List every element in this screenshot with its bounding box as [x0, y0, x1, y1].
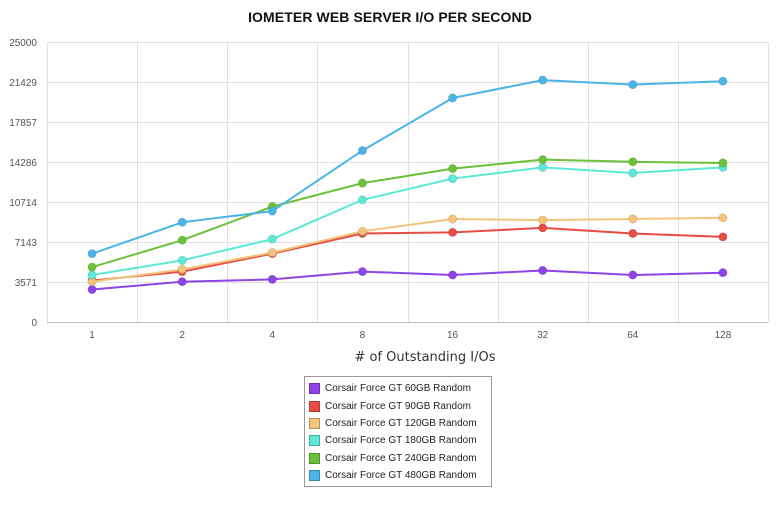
data-point[interactable]: [718, 268, 728, 278]
legend-label: Corsair Force GT 480GB Random: [325, 470, 477, 482]
data-point[interactable]: [718, 213, 728, 223]
series-line: [91, 166, 723, 276]
legend-item[interactable]: Corsair Force GT 480GB Random: [309, 467, 487, 484]
legend-item[interactable]: Corsair Force GT 120GB Random: [309, 415, 487, 432]
series-line: [91, 79, 723, 255]
data-point[interactable]: [718, 76, 728, 86]
data-point[interactable]: [538, 75, 548, 85]
y-tick-label: 10714: [9, 198, 37, 209]
data-point[interactable]: [87, 262, 97, 272]
x-axis-ticks: 1 2 4 8 16 32 64 128: [89, 330, 731, 341]
series-1: [87, 265, 728, 295]
series-lines: [87, 75, 728, 295]
y-tick-label: 3571: [15, 278, 38, 289]
data-point[interactable]: [628, 228, 638, 239]
series-line: [92, 269, 723, 291]
data-point[interactable]: [87, 270, 97, 280]
data-point[interactable]: [357, 226, 367, 236]
data-point[interactable]: [177, 277, 187, 287]
legend-label: Corsair Force GT 60GB Random: [325, 383, 471, 395]
data-point[interactable]: [267, 234, 277, 244]
data-point[interactable]: [447, 164, 458, 174]
y-tick-label: 21429: [9, 78, 37, 89]
data-point[interactable]: [447, 270, 458, 280]
y-tick-label: 25000: [9, 38, 37, 49]
legend-item[interactable]: Corsair Force GT 240GB Random: [309, 450, 487, 467]
x-tick-label: 16: [447, 330, 459, 341]
y-tick-label: 7143: [15, 238, 38, 249]
data-point[interactable]: [447, 227, 458, 237]
data-point[interactable]: [628, 214, 638, 224]
series-5: [87, 155, 728, 272]
data-point[interactable]: [628, 270, 638, 280]
data-point[interactable]: [177, 255, 187, 265]
data-point[interactable]: [628, 168, 638, 178]
data-point[interactable]: [357, 195, 367, 205]
legend-label: Corsair Force GT 90GB Random: [325, 400, 471, 412]
x-tick-label: 4: [270, 330, 276, 341]
y-tick-label: 14286: [9, 158, 37, 169]
legend-swatch: [309, 435, 320, 447]
legend-label: Corsair Force GT 240GB Random: [325, 452, 477, 464]
x-axis-label: # of Outstanding I/Os: [354, 350, 495, 365]
x-tick-label: 64: [627, 330, 639, 341]
y-tick-label: 0: [31, 318, 37, 329]
y-tick-label: 17857: [9, 118, 37, 129]
data-point[interactable]: [357, 266, 367, 277]
series-6: [87, 75, 728, 259]
data-point[interactable]: [267, 206, 277, 216]
data-point[interactable]: [538, 215, 548, 225]
x-tick-label: 2: [179, 330, 185, 341]
data-point[interactable]: [447, 93, 458, 103]
series-4: [87, 162, 728, 280]
data-point[interactable]: [447, 214, 458, 224]
x-tick-label: 1: [89, 330, 95, 341]
data-point[interactable]: [177, 264, 187, 274]
data-point[interactable]: [628, 157, 638, 167]
data-point[interactable]: [177, 235, 187, 245]
x-tick-label: 32: [537, 330, 549, 341]
data-point[interactable]: [538, 223, 548, 233]
x-tick-label: 8: [360, 330, 366, 341]
series-line: [91, 216, 723, 283]
legend-swatch: [309, 383, 320, 395]
data-point[interactable]: [538, 265, 548, 276]
data-point[interactable]: [357, 178, 367, 188]
data-point[interactable]: [718, 158, 728, 168]
data-point[interactable]: [718, 232, 728, 242]
data-point[interactable]: [267, 248, 277, 258]
legend-swatch: [309, 417, 320, 429]
legend-swatch: [309, 400, 320, 412]
chart-title: IOMETER WEB SERVER I/O PER SECOND: [248, 9, 532, 25]
data-point[interactable]: [538, 162, 548, 172]
series-line: [92, 226, 723, 282]
data-point[interactable]: [447, 174, 458, 184]
legend-swatch: [309, 452, 320, 464]
data-point[interactable]: [357, 146, 367, 156]
data-point[interactable]: [87, 249, 97, 259]
legend-label: Corsair Force GT 120GB Random: [325, 417, 477, 429]
data-point[interactable]: [628, 80, 638, 90]
data-point[interactable]: [538, 155, 548, 165]
legend-item[interactable]: Corsair Force GT 60GB Random: [309, 380, 487, 397]
data-point[interactable]: [177, 217, 187, 227]
data-point[interactable]: [267, 274, 277, 284]
legend-label: Corsair Force GT 180GB Random: [325, 435, 477, 447]
legend-swatch: [309, 470, 320, 482]
data-point[interactable]: [87, 284, 97, 295]
legend-item[interactable]: Corsair Force GT 90GB Random: [309, 397, 487, 414]
series-3: [87, 213, 728, 287]
series-line: [91, 158, 723, 269]
x-tick-label: 128: [715, 330, 732, 341]
y-axis-ticks: 0 3571 7143 10714 14286 17857 21429 25000: [9, 38, 37, 329]
legend-item[interactable]: Corsair Force GT 180GB Random: [309, 432, 487, 449]
legend: Corsair Force GT 60GB Random Corsair Forc…: [304, 376, 492, 488]
